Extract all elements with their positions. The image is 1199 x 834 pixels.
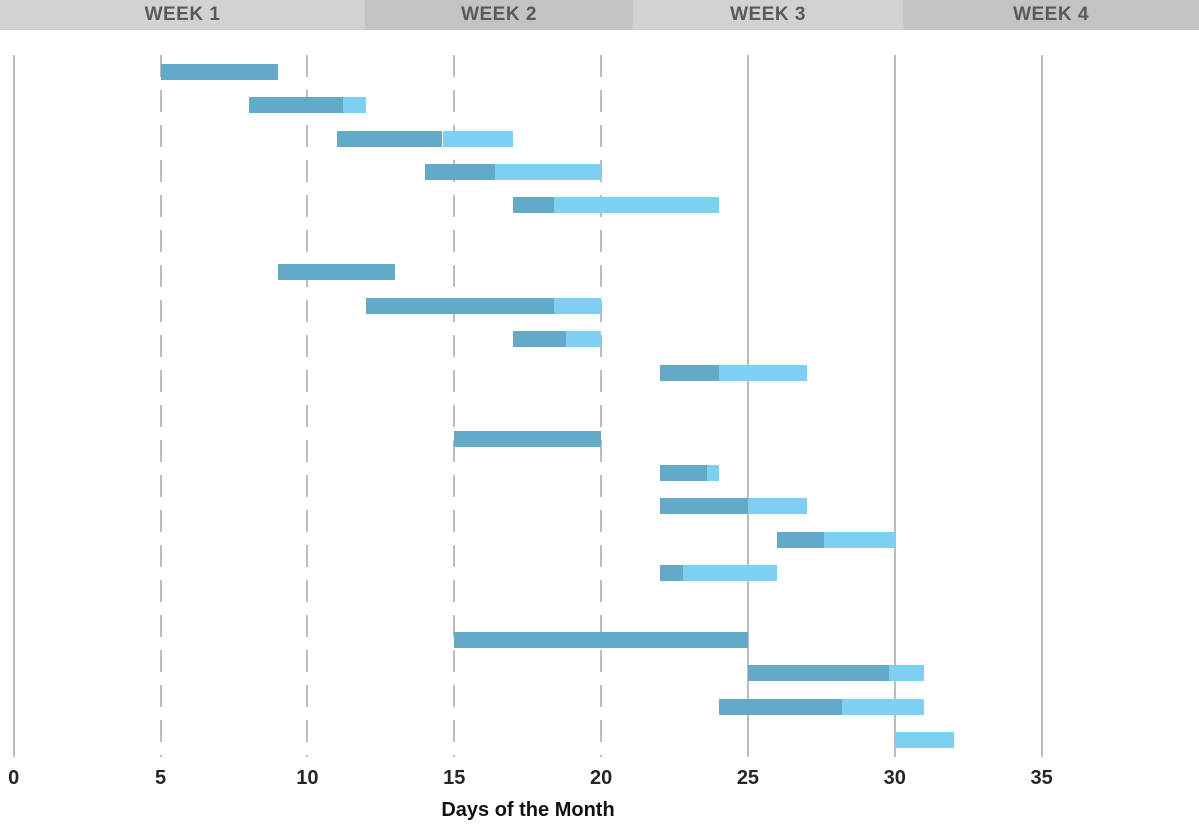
week-band-3: WEEK 3 — [633, 0, 903, 30]
gantt-bar-complete — [454, 632, 748, 648]
x-axis-title: Days of the Month — [441, 799, 615, 821]
x-tick-label-0: 0 — [8, 767, 20, 789]
x-tick-label-35: 35 — [1030, 767, 1053, 789]
gantt-bar-complete — [659, 498, 748, 515]
gantt-bar-remaining — [495, 163, 602, 180]
x-tick-label-5: 5 — [154, 767, 167, 789]
gantt-bar-complete — [659, 364, 719, 381]
gantt-bar-remaining — [747, 498, 807, 515]
gridline-day-35 — [1040, 55, 1043, 757]
x-tick-label-20: 20 — [589, 767, 613, 789]
gridline-day-25 — [746, 55, 749, 757]
week-band-2: WEEK 2 — [365, 0, 633, 30]
gridline-day-5 — [159, 55, 162, 757]
gantt-bar-complete — [512, 331, 566, 348]
gridline-day-20 — [600, 55, 603, 757]
gridline-day-0 — [12, 55, 15, 757]
gantt-bar-complete — [747, 665, 889, 682]
gantt-bar-complete — [659, 565, 684, 582]
gantt-bar-complete — [160, 63, 279, 80]
week-band-label: WEEK 3 — [730, 4, 806, 25]
gantt-bar-complete — [659, 464, 707, 481]
gridline-day-30 — [893, 55, 896, 757]
gantt-bar-remaining — [888, 665, 925, 682]
gantt-bar-complete — [248, 97, 343, 114]
gantt-bar-complete — [512, 197, 555, 214]
gantt-bar-remaining — [841, 698, 925, 715]
gantt-bar-complete — [777, 531, 825, 548]
week-band-label: WEEK 1 — [144, 4, 221, 25]
gantt-bar-remaining — [894, 732, 954, 749]
x-tick-label-10: 10 — [296, 767, 319, 789]
gridline-day-10 — [306, 55, 309, 757]
gantt-bar-remaining — [554, 297, 602, 314]
gantt-bar-remaining — [718, 364, 807, 381]
gantt-bar-remaining — [565, 331, 602, 348]
gantt-bar-complete — [718, 698, 842, 715]
x-tick-label-25: 25 — [736, 767, 760, 789]
gantt-bar-remaining — [442, 130, 513, 147]
gantt-bar-complete — [278, 264, 396, 281]
x-tick-label-30: 30 — [883, 767, 906, 789]
gantt-bar-remaining — [342, 97, 367, 114]
gantt-bar-complete — [336, 130, 443, 147]
week-band-4: WEEK 4 — [903, 0, 1199, 30]
gantt-bar-remaining — [683, 565, 778, 582]
gantt-bar-remaining — [554, 197, 719, 214]
gantt-bar-complete — [366, 297, 555, 314]
gantt-bar-remaining — [706, 464, 719, 481]
gridline-day-15 — [453, 55, 456, 757]
x-tick-label-15: 15 — [443, 767, 466, 789]
week-band-label: WEEK 4 — [1013, 4, 1089, 25]
gantt-bar-complete — [424, 163, 496, 180]
gantt-bar-remaining — [824, 531, 895, 548]
gantt-bar-complete — [454, 431, 602, 448]
week-band-1: WEEK 1 — [0, 0, 365, 30]
week-band-label: WEEK 2 — [461, 4, 537, 25]
